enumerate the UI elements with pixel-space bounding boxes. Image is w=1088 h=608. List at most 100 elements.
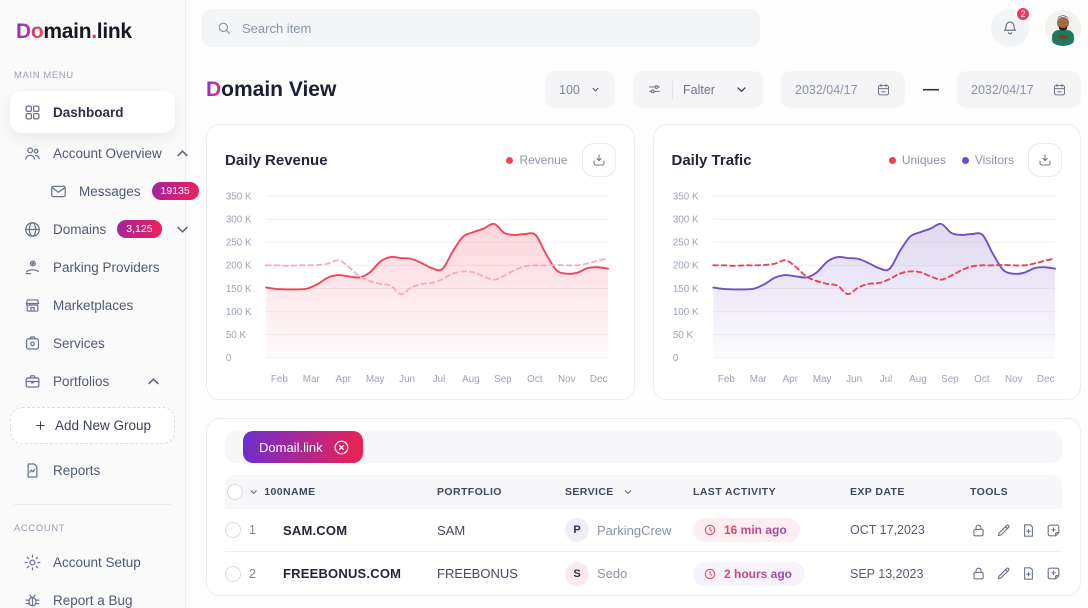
filter-dropdown[interactable]: Falter bbox=[633, 71, 763, 108]
sidebar-item-messages[interactable]: Messages 19135 bbox=[36, 173, 199, 209]
sidebar-item-services[interactable]: Services bbox=[10, 325, 175, 361]
download-button[interactable] bbox=[1028, 143, 1062, 177]
domain-name[interactable]: FREEBONUS.COM bbox=[283, 566, 402, 582]
users-icon bbox=[22, 143, 42, 163]
lock-icon[interactable] bbox=[970, 565, 987, 582]
date-to-picker[interactable]: 2032/04/17 bbox=[957, 71, 1081, 108]
legend-item: Uniques bbox=[888, 153, 946, 167]
main-area: 2 Domain View 100 bbox=[186, 0, 1088, 608]
svg-text:300 K: 300 K bbox=[672, 215, 698, 226]
date-range-separator: — bbox=[923, 80, 939, 98]
table-row[interactable]: 1 SAM.COM SAM P ParkingCrew 16 min ago bbox=[225, 509, 1062, 553]
file-plus-icon[interactable] bbox=[1020, 565, 1037, 582]
calendar-icon bbox=[878, 83, 889, 96]
row-checkbox[interactable] bbox=[225, 522, 241, 539]
header-service[interactable]: SERVICE bbox=[565, 486, 693, 498]
domains-count-badge: 3,125 bbox=[117, 220, 162, 238]
sidebar-item-label: Domains bbox=[53, 221, 107, 237]
svg-text:Oct: Oct bbox=[974, 374, 990, 385]
edit-pencil-icon[interactable] bbox=[995, 522, 1012, 539]
file-plus-icon[interactable] bbox=[1020, 522, 1037, 539]
last-activity-text: 2 hours ago bbox=[724, 566, 793, 581]
table-row[interactable]: 2 FREEBONUS.COM FREEBONUS S Sedo 2 hours… bbox=[225, 552, 1062, 595]
avatar[interactable] bbox=[1045, 10, 1081, 46]
notification-badge: 2 bbox=[1015, 6, 1031, 22]
header-name[interactable]: NAME bbox=[283, 486, 316, 499]
svg-text:200 K: 200 K bbox=[672, 261, 698, 272]
sidebar-item-portfolios[interactable]: Portfolios bbox=[10, 363, 175, 399]
services-box-icon bbox=[22, 333, 42, 353]
sidebar-item-parking-providers[interactable]: Parking Providers bbox=[10, 249, 175, 285]
separator bbox=[672, 80, 673, 99]
add-new-group-button[interactable]: Add New Group bbox=[10, 407, 175, 444]
daily-trafic-chart: 350 K 300 K 250 K 200 K 150 K 100 K 50 K 0 Feb Ma… bbox=[670, 183, 1065, 395]
svg-text:Feb: Feb bbox=[271, 374, 289, 385]
header-last-activity[interactable]: LAST ACTIVITY bbox=[693, 486, 776, 499]
svg-text:250 K: 250 K bbox=[226, 238, 252, 249]
domain-filter-chip[interactable]: Domail.link bbox=[243, 431, 363, 464]
sidebar-item-account-overview[interactable]: Account Overview bbox=[10, 135, 188, 171]
page-title-accent: D bbox=[206, 77, 222, 101]
legend-label: Revenue bbox=[519, 153, 568, 167]
legend-item: Visitors bbox=[961, 153, 1014, 167]
add-new-group-label: Add New Group bbox=[54, 418, 152, 433]
per-page-select[interactable]: 100 bbox=[545, 71, 615, 108]
select-all-checkbox[interactable] bbox=[227, 484, 243, 501]
row-tools bbox=[970, 565, 1062, 582]
daily-trafic-card: Daily Trafic Uniques Visitors 350 K 300 K… bbox=[652, 124, 1081, 401]
edit-pencil-icon[interactable] bbox=[995, 565, 1012, 582]
svg-text:Sep: Sep bbox=[941, 374, 959, 385]
topbar: 2 bbox=[186, 0, 1088, 55]
gear-icon bbox=[22, 552, 42, 572]
svg-text:Nov: Nov bbox=[558, 374, 576, 385]
service-avatar: P bbox=[565, 518, 589, 543]
search-bar[interactable] bbox=[202, 9, 760, 47]
bug-icon bbox=[22, 590, 42, 608]
sidebar-item-label: Parking Providers bbox=[53, 259, 160, 275]
domain-name[interactable]: SAM.COM bbox=[283, 522, 348, 538]
search-input[interactable] bbox=[242, 20, 746, 36]
sidebar-item-domains[interactable]: Domains 3,125 bbox=[10, 211, 188, 247]
notifications-button[interactable]: 2 bbox=[991, 6, 1031, 47]
header-portfolio[interactable]: PORTFOLIO bbox=[437, 486, 502, 499]
sidebar-item-report-a-bug[interactable]: Report a Bug bbox=[10, 582, 175, 608]
svg-text:350 K: 350 K bbox=[672, 191, 698, 202]
last-activity-cell: 2 hours ago bbox=[693, 561, 850, 586]
account-section-label: ACCOUNT bbox=[14, 523, 66, 534]
sidebar-item-account-setup[interactable]: Account Setup bbox=[10, 544, 175, 580]
service-cell: P ParkingCrew bbox=[565, 518, 693, 543]
download-button[interactable] bbox=[581, 143, 616, 177]
sidebar-item-reports[interactable]: Reports bbox=[10, 452, 175, 488]
download-icon bbox=[1039, 154, 1051, 166]
sidebar-item-label: Reports bbox=[53, 462, 101, 478]
chevron-down-icon[interactable] bbox=[248, 486, 259, 498]
sidebar-item-label: Services bbox=[53, 335, 105, 351]
domains-table-card: Domail.link 100 NAME PORTFOLIO SERVICE bbox=[206, 418, 1081, 597]
chip-label: Domail.link bbox=[259, 439, 323, 455]
legend-dot bbox=[888, 156, 896, 164]
chevron-up-icon bbox=[177, 149, 188, 156]
sidebar-item-marketplaces[interactable]: Marketplaces bbox=[10, 287, 175, 323]
svg-text:0: 0 bbox=[226, 353, 232, 364]
logo-main: main bbox=[43, 20, 92, 43]
svg-text:Dec: Dec bbox=[1036, 374, 1054, 385]
row-checkbox[interactable] bbox=[225, 565, 241, 582]
last-activity-text: 16 min ago bbox=[724, 523, 787, 538]
daily-revenue-card: Daily Revenue Revenue 350 K 300 K 250 K 200… bbox=[206, 124, 635, 401]
header-tools: TOOLS bbox=[970, 486, 1008, 499]
svg-text:100 K: 100 K bbox=[672, 307, 698, 318]
lock-icon[interactable] bbox=[970, 522, 987, 539]
note-plus-icon[interactable] bbox=[1045, 565, 1062, 582]
close-icon[interactable] bbox=[332, 438, 351, 457]
portfolio-name: FREEBONUS bbox=[437, 566, 518, 582]
date-to-value: 2032/04/17 bbox=[971, 82, 1034, 97]
header-exp-date[interactable]: EXP DATE bbox=[850, 486, 905, 499]
table-header: 100 NAME PORTFOLIO SERVICE LAST ACTIVITY… bbox=[225, 475, 1062, 510]
legend: Uniques Visitors bbox=[888, 153, 1014, 167]
date-from-picker[interactable]: 2032/04/17 bbox=[781, 71, 905, 108]
sidebar-item-dashboard[interactable]: Dashboard bbox=[10, 91, 175, 133]
note-plus-icon[interactable] bbox=[1045, 522, 1062, 539]
calendar-icon bbox=[1054, 83, 1065, 96]
svg-text:150 K: 150 K bbox=[226, 284, 252, 295]
